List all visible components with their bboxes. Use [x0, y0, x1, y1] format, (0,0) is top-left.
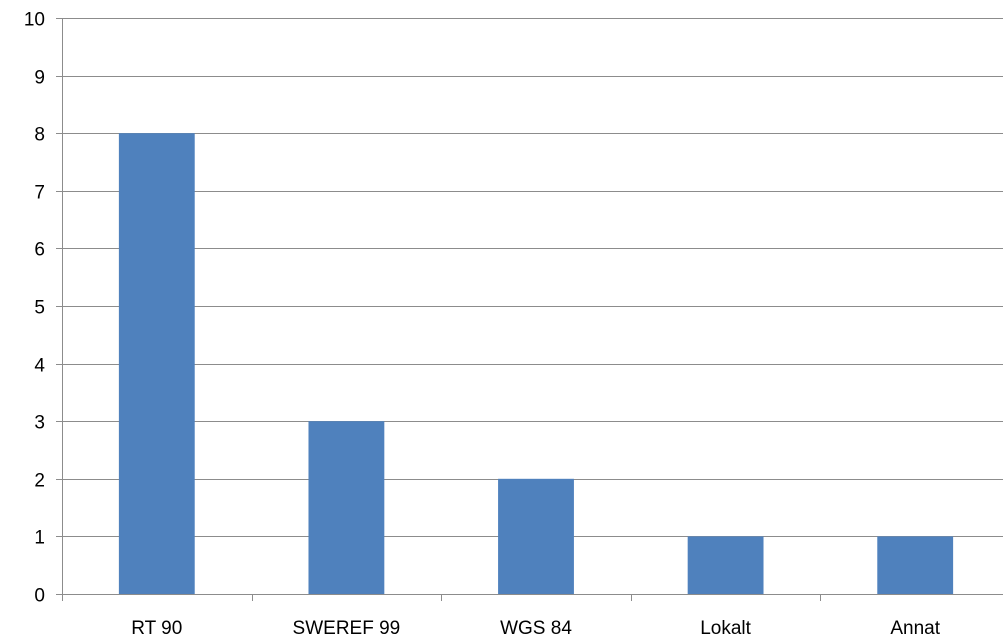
x-tick-label: Lokalt [700, 618, 751, 639]
x-tick-label: Annat [890, 618, 940, 639]
y-tick-label: 6 [34, 240, 45, 261]
y-tick-label: 7 [34, 183, 45, 204]
y-tick-label: 4 [34, 356, 45, 377]
grid-lines [62, 19, 1003, 537]
bar [688, 536, 764, 594]
x-tick-label: RT 90 [131, 618, 182, 639]
y-tick-label: 9 [34, 68, 45, 89]
y-tick-label: 2 [34, 471, 45, 492]
x-tick-label: WGS 84 [500, 618, 572, 639]
bar [498, 479, 574, 594]
bar [308, 421, 384, 594]
bar [877, 536, 953, 594]
y-tick-label: 5 [34, 298, 45, 319]
y-tick-label: 1 [34, 528, 45, 549]
bars [119, 133, 953, 594]
y-tick-label: 3 [34, 413, 45, 434]
y-tick-label: 8 [34, 125, 45, 146]
x-axis-tick-labels: RT 90 SWEREF 99 WGS 84 Lokalt Annat [131, 618, 940, 639]
y-axis-tick-labels: 0 1 2 3 4 5 6 7 8 9 10 [24, 10, 46, 607]
bar [119, 133, 195, 594]
y-tick-label: 10 [24, 10, 45, 31]
y-tick-label: 0 [34, 586, 45, 607]
x-tick-label: SWEREF 99 [293, 618, 401, 639]
